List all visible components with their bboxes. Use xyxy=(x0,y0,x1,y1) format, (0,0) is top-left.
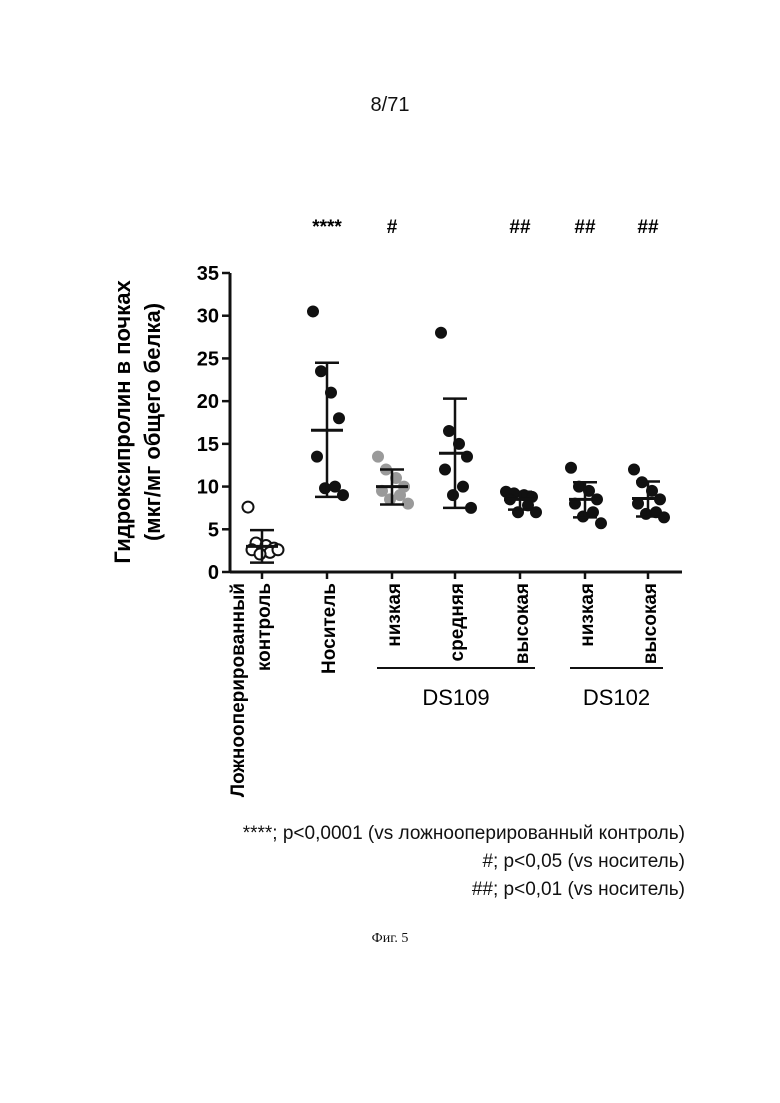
category-label: высокая xyxy=(640,583,661,664)
hydroxyproline-scatter-chart: 0 5 10 15 20 25 30 35 Гидроксипролин в почках(мк… xyxy=(0,0,780,820)
data-point xyxy=(448,490,459,501)
legend-note-1: ****; p<0,0001 (vs ложнооперированный ко… xyxy=(243,820,685,848)
category-label: средняя xyxy=(447,583,468,661)
figure-caption: Фиг. 5 xyxy=(0,931,780,947)
y-tick-label: 0 xyxy=(208,562,219,584)
data-point xyxy=(403,498,414,509)
group-label: DS102 xyxy=(583,685,650,710)
data-point xyxy=(566,462,577,473)
data-point xyxy=(444,426,455,437)
data-point xyxy=(440,464,451,475)
data-point xyxy=(338,490,349,501)
significance-legend: ****; p<0,0001 (vs ложнооперированный ко… xyxy=(243,820,685,904)
data-point xyxy=(513,507,524,518)
data-point xyxy=(320,483,331,494)
y-tick-label: 35 xyxy=(197,263,219,285)
data-point xyxy=(334,413,345,424)
data-point xyxy=(436,327,447,338)
y-tick-label: 15 xyxy=(197,434,219,456)
significance-marker: ## xyxy=(637,217,659,238)
data-point xyxy=(395,490,406,501)
y-tick-label: 25 xyxy=(197,348,219,370)
data-point xyxy=(659,512,670,523)
y-tick-label: 30 xyxy=(197,306,219,328)
y-axis-title-line1: Гидроксипролин в почках xyxy=(110,280,135,564)
category-label: контроль xyxy=(254,583,275,671)
y-tick-label: 5 xyxy=(208,519,219,541)
legend-note-3: ##; p<0,01 (vs носитель) xyxy=(243,876,685,904)
data-point xyxy=(629,464,640,475)
data-point xyxy=(385,494,396,505)
data-point xyxy=(312,451,323,462)
data-point xyxy=(373,451,384,462)
category-label: низкая xyxy=(384,583,405,647)
data-point xyxy=(641,508,652,519)
category-label: низкая xyxy=(577,583,598,647)
data-point xyxy=(243,502,254,513)
data-point xyxy=(588,507,599,518)
significance-marker: **** xyxy=(312,217,342,238)
legend-note-2: #; p<0,05 (vs носитель) xyxy=(243,848,685,876)
y-tick-label: 20 xyxy=(197,391,219,413)
significance-marker: # xyxy=(387,217,398,238)
data-point xyxy=(255,549,266,560)
data-point xyxy=(330,481,341,492)
data-point xyxy=(308,306,319,317)
data-point xyxy=(531,507,542,518)
y-tick-label: 10 xyxy=(197,477,219,499)
category-label: Носитель xyxy=(319,583,340,674)
group-label: DS109 xyxy=(422,685,489,710)
data-point xyxy=(466,502,477,513)
category-label: Ложнооперированный xyxy=(228,583,249,797)
data-point xyxy=(596,518,607,529)
significance-marker: ## xyxy=(574,217,596,238)
significance-marker: ## xyxy=(509,217,531,238)
category-label: высокая xyxy=(512,583,533,664)
data-point xyxy=(458,481,469,492)
data-point xyxy=(316,366,327,377)
y-axis-title-line2: (мкг/мг общего белка) xyxy=(140,303,165,541)
